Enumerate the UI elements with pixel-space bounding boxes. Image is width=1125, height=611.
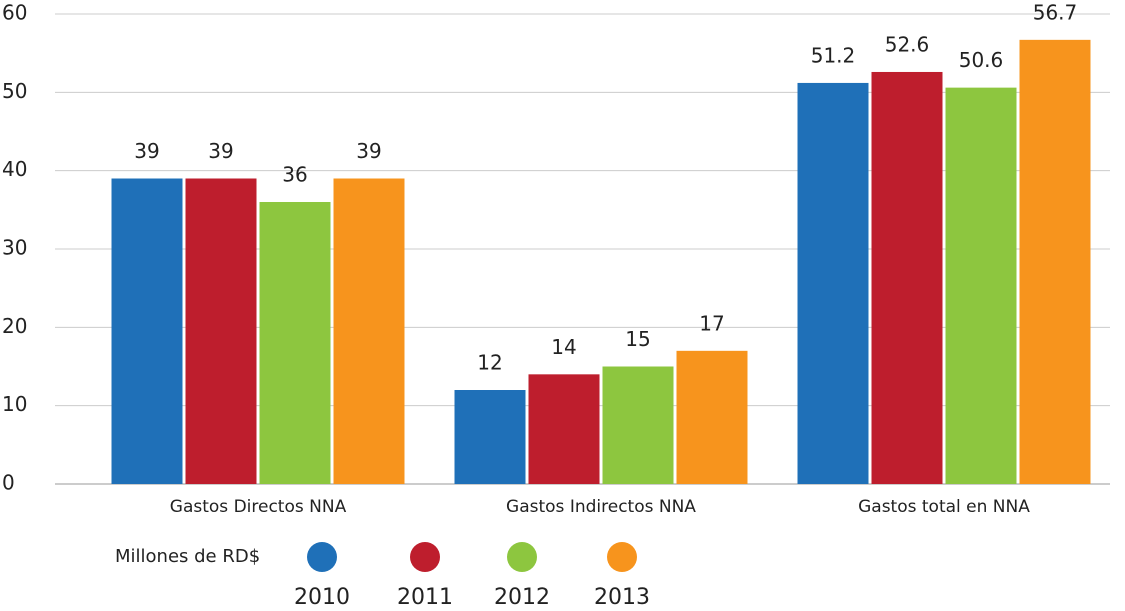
data-label: 39 [208,139,233,163]
data-label: 52.6 [885,32,930,56]
data-label: 39 [134,139,159,163]
bar [945,87,1017,484]
data-label: 14 [551,335,576,359]
data-label: 12 [477,351,502,375]
bar [333,178,405,484]
legend-label: 2012 [494,585,550,610]
bar [1019,39,1091,484]
data-label: 17 [699,311,724,335]
bar [259,202,331,484]
y-tick-label: 20 [2,314,27,338]
bar [871,71,943,484]
bar [602,366,674,484]
legend-swatch [410,542,440,572]
data-label: 51.2 [811,43,856,67]
legend-swatch [607,542,637,572]
x-tick-label: Gastos total en NNA [858,497,1030,517]
bar [797,82,869,484]
bar [185,178,257,484]
y-tick-label: 40 [2,157,27,181]
bar [528,374,600,484]
y-tick-label: 60 [2,1,27,25]
x-tick-label: Gastos Indirectos NNA [506,497,696,517]
bar [676,350,748,484]
legend-label: 2010 [294,585,350,610]
data-label: 39 [356,139,381,163]
y-tick-label: 30 [2,236,27,260]
legend-swatch [307,542,337,572]
bar [454,390,526,484]
legend-swatch [507,542,537,572]
legend-label: 2011 [397,585,453,610]
data-label: 36 [282,163,307,187]
data-label: 56.7 [1033,0,1078,24]
data-label: 50.6 [959,48,1004,72]
y-tick-label: 10 [2,392,27,416]
unit-label: Millones de RD$ [115,546,260,567]
legend-label: 2013 [594,585,650,610]
y-tick-label: 0 [2,471,15,495]
x-tick-label: Gastos Directos NNA [170,497,347,517]
bar [111,178,183,484]
y-tick-label: 50 [2,79,27,103]
data-label: 15 [625,327,650,351]
